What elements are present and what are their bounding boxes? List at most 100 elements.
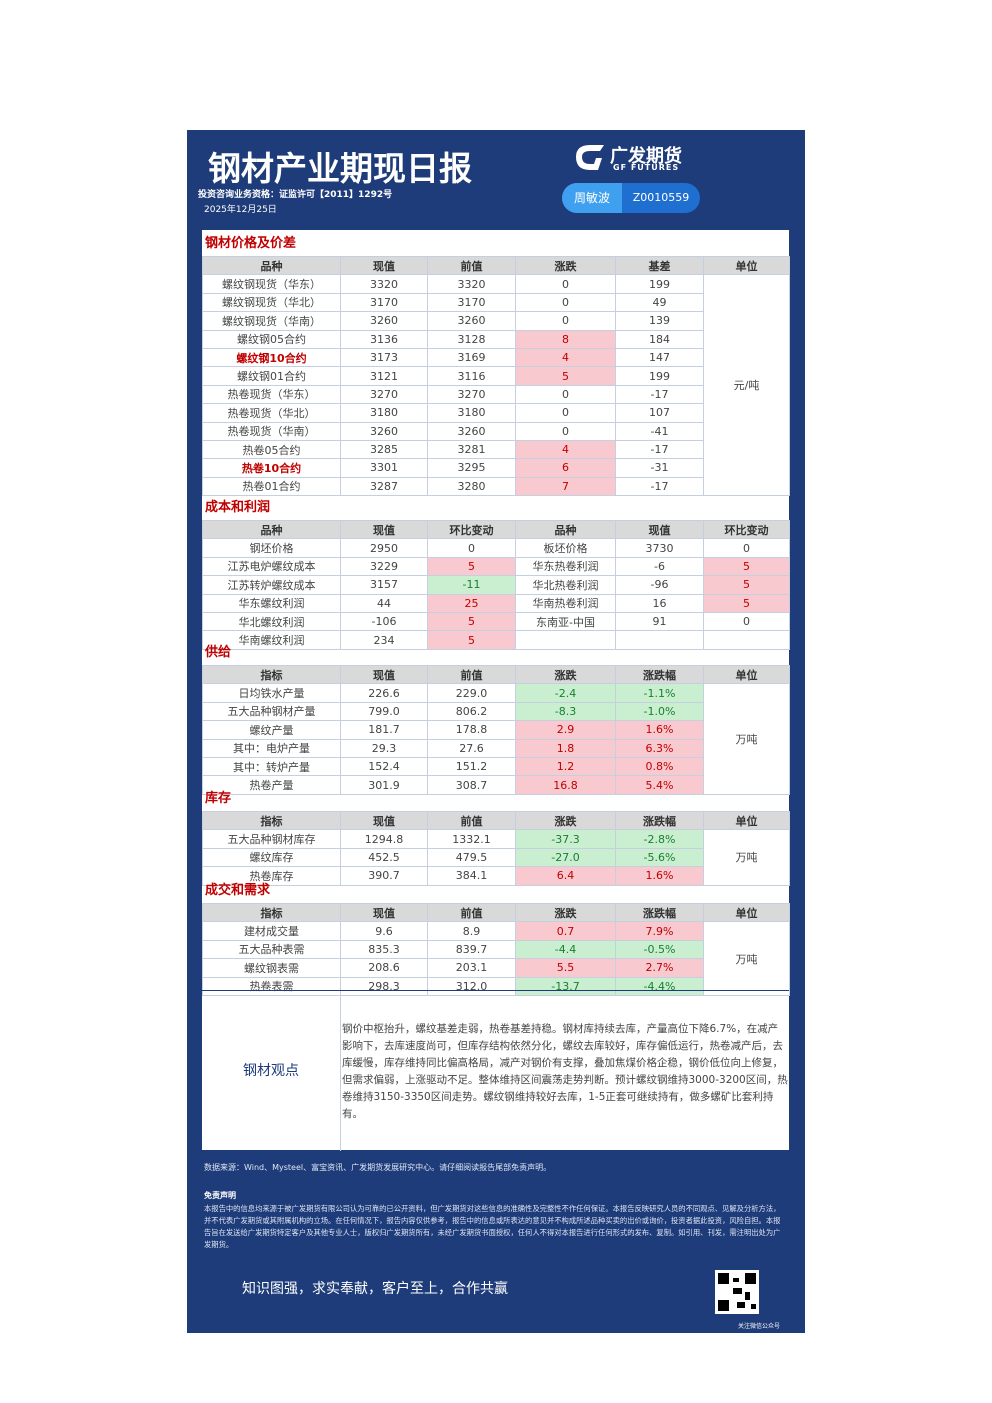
- logo-icon: [576, 145, 604, 170]
- cell: -5.6%: [615, 847, 704, 868]
- cell: 0: [427, 538, 516, 558]
- cell: 27.6: [427, 738, 516, 758]
- cell: 3301: [340, 458, 428, 478]
- cell: 4: [515, 347, 616, 368]
- row: 螺纹钢现货（华北） 3170 3170 0 49: [202, 292, 790, 313]
- qr-caption: 关注微信公众号: [738, 1323, 781, 1330]
- data-table: 品种 现值 前值 涨跌 基差 单位 螺纹钢现货（华东） 3320 3320 0 199 元/吨 螺纹钢现…: [202, 255, 790, 497]
- cell: 建材成交量: [202, 921, 341, 941]
- cell: 3260: [427, 421, 516, 441]
- header-cell: 指标: [202, 810, 341, 831]
- cell: 五大品种钢材库存: [202, 829, 341, 849]
- cell: 1.8: [515, 738, 616, 758]
- cell: 8: [515, 329, 616, 349]
- header-cell: 前值: [427, 810, 516, 831]
- cell: 799.0: [340, 701, 428, 722]
- cell: 热卷产量: [202, 775, 341, 795]
- cell: 3295: [427, 458, 516, 478]
- cell: 203.1: [427, 958, 516, 978]
- cell: -37.3: [515, 829, 616, 849]
- row: 热卷库存 390.7 384.1 6.4 1.6%: [202, 866, 790, 886]
- cell: 839.7: [427, 939, 516, 960]
- header-cell: 品种: [202, 519, 341, 540]
- cell: 0.7: [515, 921, 616, 941]
- cell: 479.5: [427, 847, 516, 868]
- cell: 208.6: [340, 958, 428, 978]
- cell: 3320: [427, 274, 516, 294]
- cell: -17: [615, 476, 704, 497]
- cell: 华东热卷利润: [515, 556, 616, 577]
- license: 投资咨询业务资格：证监许可【2011】1292号: [198, 190, 393, 200]
- analyst-name: 周敏波: [562, 183, 622, 213]
- row: 其中：电炉产量 29.3 27.6 1.8 6.3%: [202, 738, 790, 758]
- source: 数据来源：Wind、Mysteel、富宝资讯、广发期货发展研究中心。请仔细阅读报…: [204, 1163, 552, 1172]
- row: 建材成交量 9.6 8.9 0.7 7.9% 万吨: [202, 921, 790, 996]
- cell: 0: [703, 538, 790, 558]
- row: 五大品种表需 835.3 839.7 -4.4 -0.5%: [202, 939, 790, 960]
- cell: 3285: [340, 439, 428, 460]
- cell: 199: [615, 274, 704, 294]
- cell: 234: [340, 630, 428, 650]
- cell: 五大品种钢材产量: [202, 701, 341, 722]
- cell: -2.8%: [615, 829, 704, 849]
- header-cell: 现值: [340, 255, 428, 276]
- row: 螺纹产量 181.7 178.8 2.9 1.6%: [202, 720, 790, 740]
- cell: 16.8: [515, 775, 616, 795]
- cell: -8.3: [515, 701, 616, 722]
- cell: 0: [515, 403, 616, 423]
- cell: 9.6: [340, 921, 428, 941]
- cell: 298.3: [340, 976, 428, 996]
- section-title: 库存: [205, 791, 232, 806]
- cell: 热卷10合约: [202, 458, 341, 478]
- title: 钢材产业期现日报: [208, 149, 472, 188]
- cell: 3260: [340, 311, 428, 331]
- row: 五大品种钢材产量 799.0 806.2 -8.3 -1.0%: [202, 701, 790, 722]
- data-table: 品种 现值 环比变动 品种 现值 环比变动 钢坯价格 2950 0 板坯价格 3730 0 江苏电炉螺纹…: [202, 519, 790, 650]
- cell: 板坯价格: [515, 538, 616, 558]
- row: 华北螺纹利润 -106 5 东南亚-中国 91 0: [202, 611, 790, 632]
- cell: 44: [340, 593, 428, 613]
- section-title: 供给: [205, 645, 232, 660]
- cell: 热卷现货（华东）: [202, 384, 341, 405]
- unit-cell: 万吨: [703, 829, 790, 886]
- cell: 螺纹库存: [202, 847, 341, 868]
- header-cell: 前值: [427, 902, 516, 923]
- header-cell: 涨跌: [515, 902, 616, 923]
- cell: -11: [427, 575, 516, 595]
- cell: 5: [703, 556, 790, 577]
- row: 热卷产量 301.9 308.7 16.8 5.4%: [202, 775, 790, 795]
- cell: -41: [615, 421, 704, 441]
- view-box: 钢材观点 钢价中枢抬升，螺纹基差走弱，热卷基差持稳。钢材库持续去库，产量高位下降…: [202, 990, 789, 1151]
- cell: 3128: [427, 329, 516, 349]
- empty-cell: [703, 630, 790, 650]
- data-table: 指标 现值 前值 涨跌 涨跌幅 单位 日均铁水产量 226.6 229.0 -2.4 -1.1% 万吨…: [202, 664, 790, 795]
- cell: 螺纹钢10合约: [202, 347, 341, 368]
- header-cell: 涨跌幅: [615, 810, 704, 831]
- cell: 3170: [340, 292, 428, 313]
- row: 钢坯价格 2950 0 板坯价格 3730 0: [202, 538, 790, 558]
- cell: 5.4%: [615, 775, 704, 795]
- row: 其中：转炉产量 152.4 151.2 1.2 0.8%: [202, 756, 790, 777]
- cell: -17: [615, 439, 704, 460]
- cell: 华北螺纹利润: [202, 611, 341, 632]
- logo-en: GF FUTURES: [613, 163, 680, 172]
- cell: 199: [615, 366, 704, 386]
- cell: 1294.8: [340, 829, 428, 849]
- row: 螺纹钢表需 208.6 203.1 5.5 2.7%: [202, 958, 790, 978]
- header-cell: 现值: [340, 664, 428, 685]
- cell: 3170: [427, 292, 516, 313]
- cell: 107: [615, 403, 704, 423]
- header-cell: 环比变动: [427, 519, 516, 540]
- header-cell: 品种: [515, 519, 616, 540]
- cell: 2.7%: [615, 958, 704, 978]
- cell: 0: [703, 611, 790, 632]
- header-cell: 环比变动: [703, 519, 790, 540]
- cell: 1.2: [515, 756, 616, 777]
- cell: 3320: [340, 274, 428, 294]
- cell: 3229: [340, 556, 428, 577]
- cell: 1.6%: [615, 866, 704, 886]
- cell: -2.4: [515, 683, 616, 703]
- cell: 1.6%: [615, 720, 704, 740]
- cell: -1.0%: [615, 701, 704, 722]
